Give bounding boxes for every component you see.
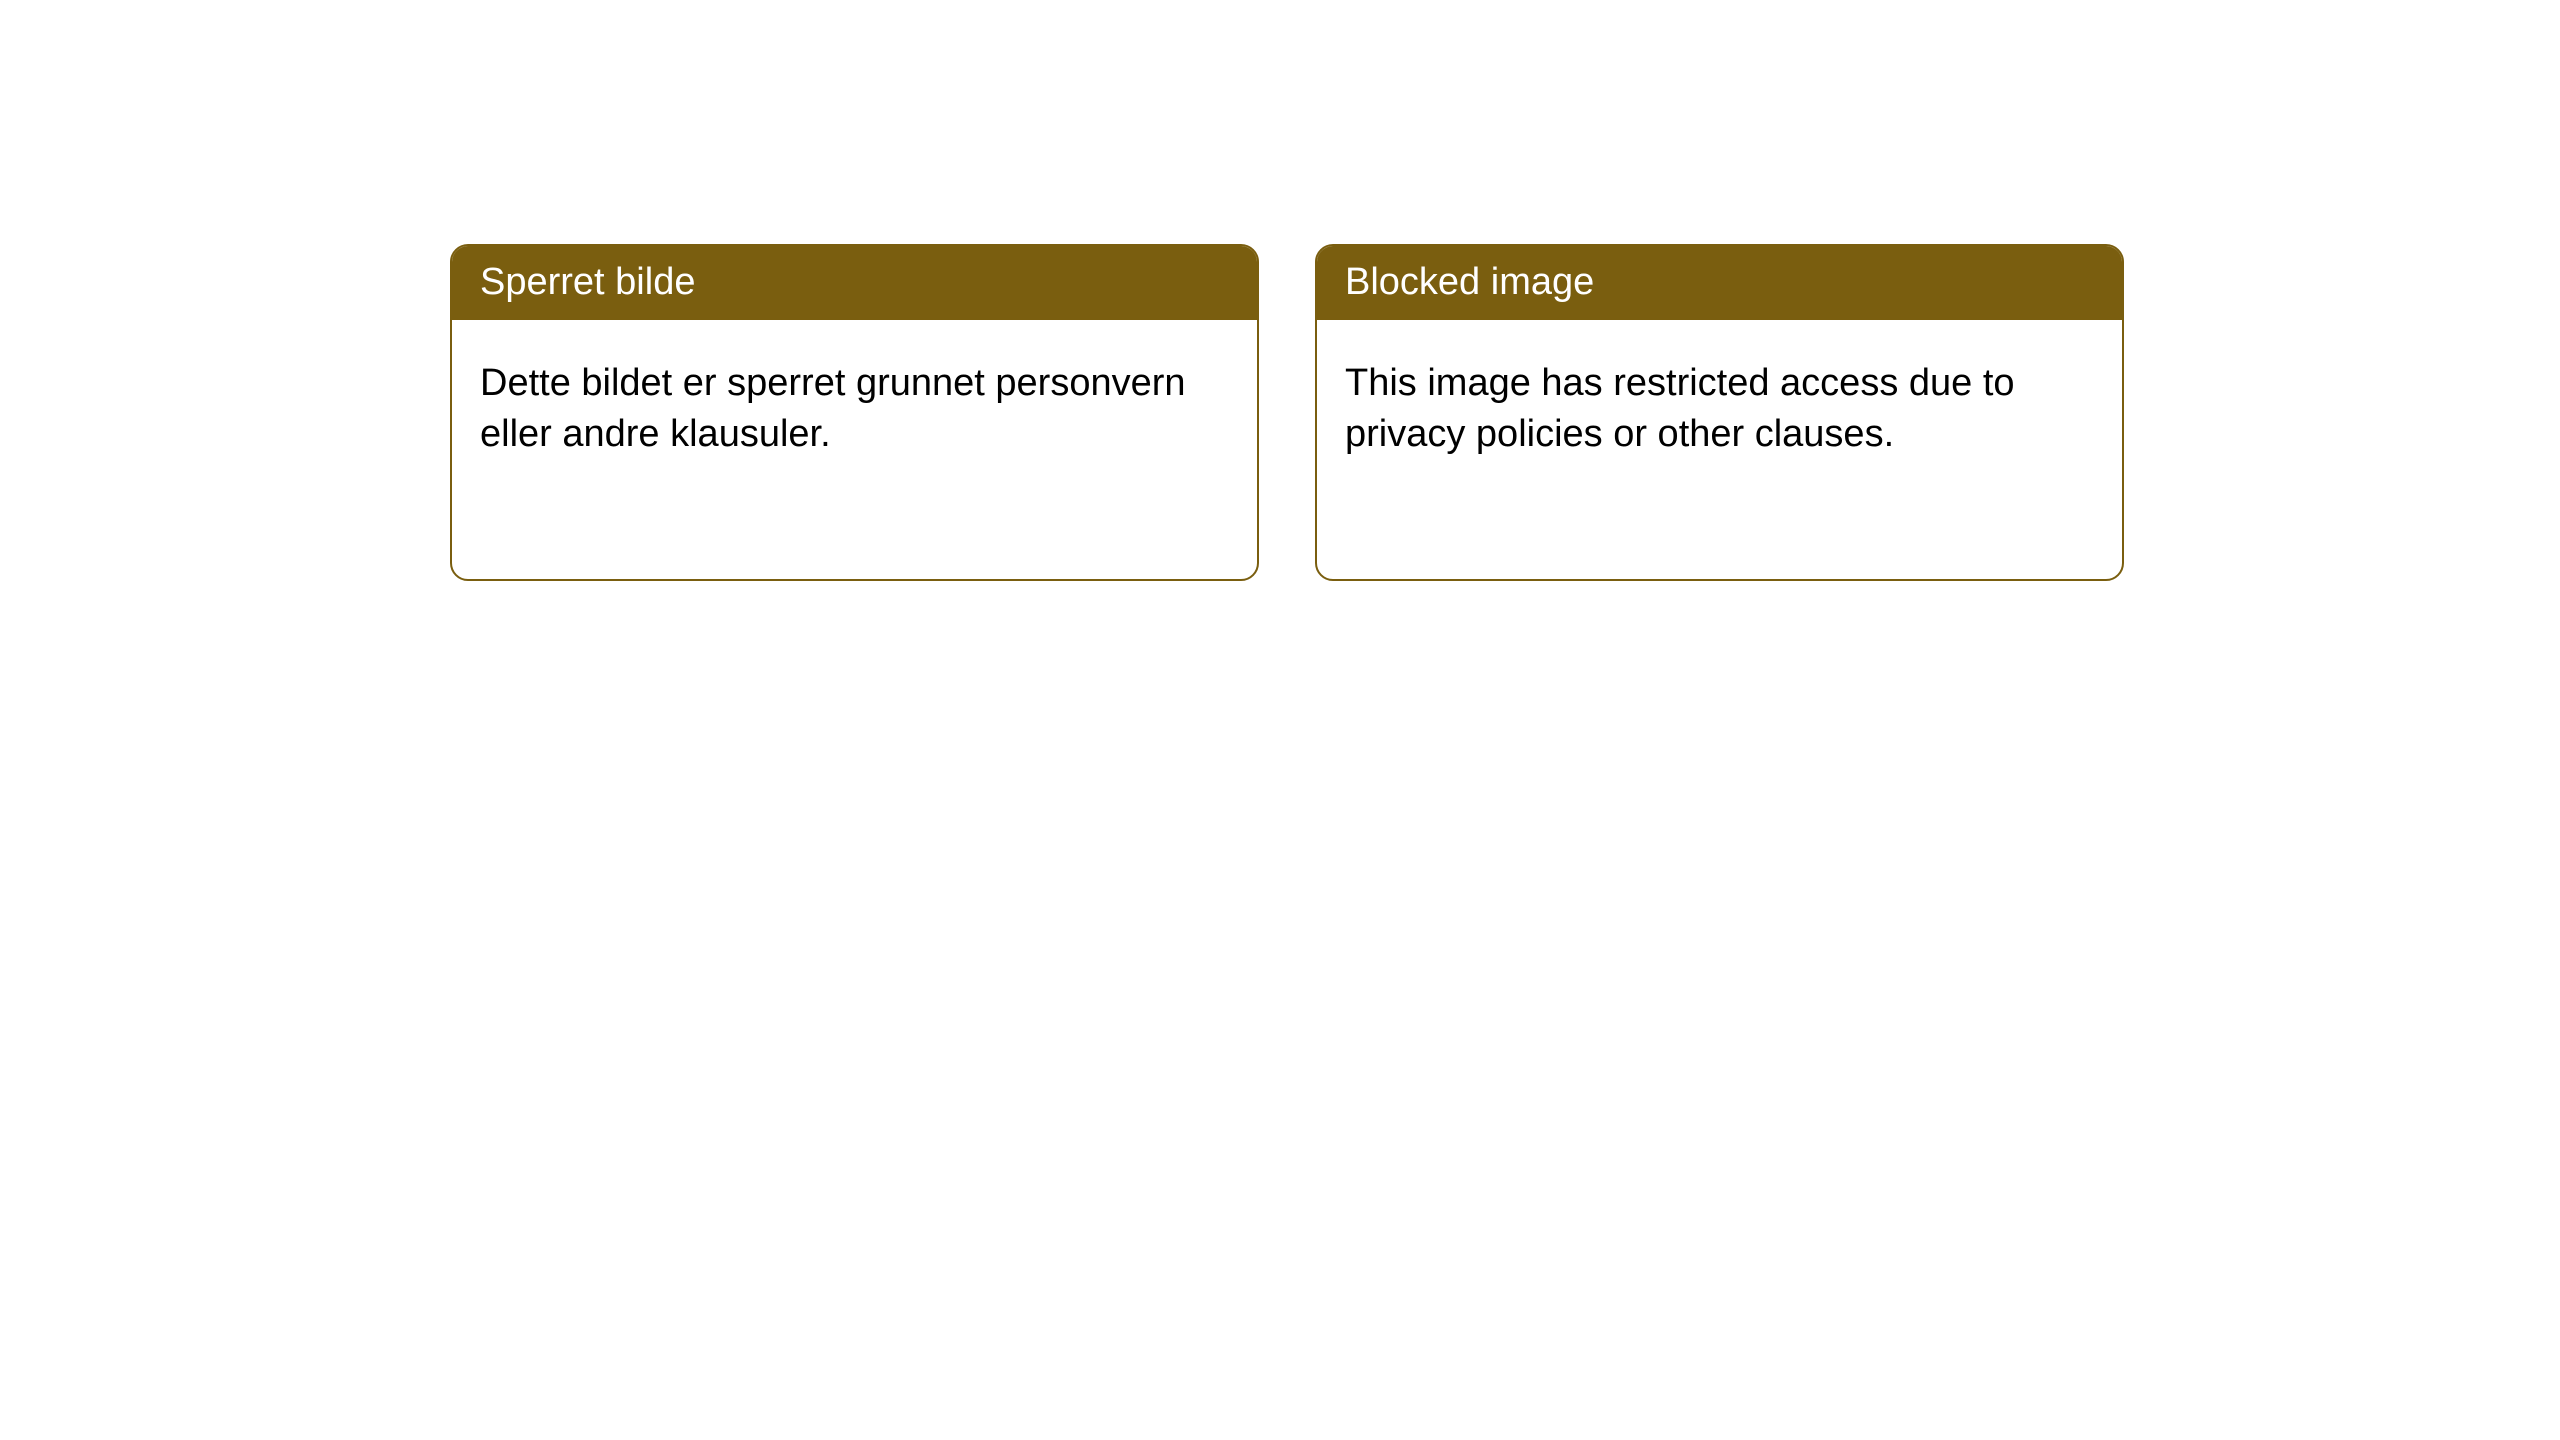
notice-body-en: This image has restricted access due to … xyxy=(1317,320,2122,499)
notice-container: Sperret bilde Dette bildet er sperret gr… xyxy=(0,0,2560,581)
notice-card-no: Sperret bilde Dette bildet er sperret gr… xyxy=(450,244,1259,581)
notice-card-en: Blocked image This image has restricted … xyxy=(1315,244,2124,581)
notice-body-no: Dette bildet er sperret grunnet personve… xyxy=(452,320,1257,499)
notice-header-no: Sperret bilde xyxy=(452,246,1257,320)
notice-header-en: Blocked image xyxy=(1317,246,2122,320)
